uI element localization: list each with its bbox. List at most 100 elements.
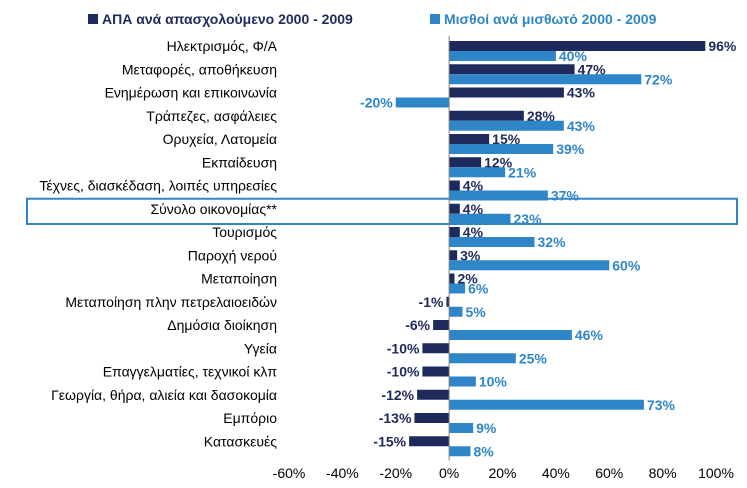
bar-apa — [446, 296, 450, 307]
bar-wages — [449, 283, 466, 294]
category-row: Παροχή νερού 3% 60% — [188, 247, 641, 273]
category-row: Τέχνες, διασκέδαση, λοιπές υπηρεσίες 4% 37… — [39, 178, 579, 204]
value-label-apa: -15% — [373, 433, 406, 449]
bar-wages — [449, 330, 572, 340]
category-row: Ενημέρωση και επικοινωνία 43% -20% — [105, 85, 596, 111]
value-label-apa: 47% — [578, 61, 607, 77]
category-row: Ηλεκτρισμός, Φ/Α 96% 40% — [167, 38, 737, 64]
bar-apa — [414, 413, 450, 423]
bar-apa — [449, 250, 458, 261]
x-tick-label: -40% — [326, 465, 359, 481]
value-label-wages: 21% — [508, 164, 537, 180]
category-row: Εκπαίδευση 12%21% — [202, 154, 537, 180]
x-tick-label: 40% — [542, 465, 570, 481]
value-label-apa: 96% — [708, 38, 737, 54]
value-label-wages: 32% — [538, 234, 567, 250]
category-row: Μεταποίηση πλην πετρελαιοειδών -1% 5% — [65, 294, 486, 320]
legend: ΑΠΑ ανά απασχολούμενο 2000 - 2009 Μισθοί… — [88, 11, 657, 27]
highlight-box — [26, 197, 738, 225]
category-row: Σύνολο οικονομίας** 4% 23% — [150, 201, 542, 227]
bar-wages — [449, 260, 610, 271]
x-tick-label: 100% — [698, 465, 734, 481]
bar-apa — [409, 436, 450, 447]
bar-apa — [449, 273, 455, 284]
bar-apa — [449, 203, 460, 214]
category-row: Τράπεζες, ασφάλειες 28% 43% — [146, 108, 595, 134]
legend-entry-wages: Μισθοί ανά μισθωτό 2000 - 2009 — [444, 11, 657, 27]
x-tick-label: 20% — [488, 465, 516, 481]
bar-wages — [449, 353, 516, 364]
value-label-apa: -6% — [405, 317, 430, 333]
category-row: Γεωργία, θήρα, αλιεία και δασοκομία -12% 7… — [51, 387, 675, 413]
category-row: Υγεία -10% 25% — [244, 340, 548, 366]
category-row: Μεταποίηση 2%6% — [201, 271, 489, 297]
bar-apa — [422, 366, 450, 377]
category-label: Γεωργία, θήρα, αλιεία και δασοκομία — [51, 387, 277, 403]
value-label-apa: 43% — [567, 85, 596, 101]
bar-apa — [449, 180, 460, 191]
bar-apa — [433, 320, 450, 330]
value-label-apa: -10% — [387, 340, 420, 356]
legend-swatch-wages — [430, 14, 440, 24]
value-label-wages: 39% — [556, 141, 585, 157]
category-label: Επαγγελματίες, τεχνικοί κλπ — [103, 364, 278, 380]
bar-wages — [449, 446, 471, 457]
category-row: Τουρισμός 4% 32% — [212, 224, 566, 250]
category-row: Ορυχεία, Λατομεία 15% 39% — [163, 131, 585, 157]
bar-wages — [449, 74, 642, 85]
legend-swatch-apa — [88, 14, 98, 24]
category-row: Κατασκευές -15% 8% — [204, 433, 494, 459]
x-tick-label: 60% — [595, 465, 623, 481]
bar-wages — [449, 144, 554, 154]
bar-wages — [449, 167, 506, 178]
value-label-apa: 12% — [484, 154, 513, 170]
bar-apa — [449, 227, 460, 237]
category-label: Εκπαίδευση — [202, 154, 277, 170]
value-label-wages: 40% — [559, 48, 588, 64]
value-label-apa: -10% — [387, 364, 420, 380]
bar-apa — [449, 134, 490, 144]
value-label-apa: -1% — [419, 294, 444, 310]
category-label: Κατασκευές — [204, 433, 277, 449]
bar-apa — [449, 87, 564, 98]
value-label-wages: 10% — [479, 374, 508, 390]
value-label-wages: 25% — [519, 350, 548, 366]
legend-entry-apa: ΑΠΑ ανά απασχολούμενο 2000 - 2009 — [102, 11, 353, 27]
category-label: Μεταφορές, αποθήκευση — [122, 61, 277, 77]
bar-wages — [449, 237, 535, 247]
bar-wages — [449, 51, 556, 61]
category-row: Μεταφορές, αποθήκευση 47% 72% — [122, 61, 673, 87]
bar-wages — [449, 213, 511, 224]
value-label-wages: 72% — [644, 71, 673, 87]
bar-wages — [449, 423, 474, 433]
bar-apa — [449, 157, 482, 168]
value-label-apa: -12% — [381, 387, 414, 403]
bar-apa — [422, 343, 450, 354]
category-row: Εμπόριο -13% 9% — [223, 410, 497, 436]
category-label: Τράπεζες, ασφάλειες — [146, 108, 277, 124]
value-label-apa: 15% — [492, 131, 521, 147]
value-label-wages: 9% — [476, 420, 497, 436]
category-label: Παροχή νερού — [188, 247, 277, 263]
category-label: Εμπόριο — [223, 410, 277, 426]
category-label: Τουρισμός — [212, 224, 277, 240]
value-label-wages: 60% — [612, 257, 641, 273]
bar-wages — [449, 190, 548, 201]
x-tick-label: 0% — [439, 465, 459, 481]
x-tick-label: -60% — [273, 465, 306, 481]
plot-area: Ηλεκτρισμός, Φ/Α 96%40%Μεταφορές, αποθήκε… — [26, 36, 738, 481]
bar-apa — [449, 64, 575, 75]
value-label-wages: 46% — [575, 327, 604, 343]
category-label: Μεταποίηση πλην πετρελαιοειδών — [65, 294, 277, 310]
category-row: Επαγγελματίες, τεχνικοί κλπ -10% 10% — [103, 364, 508, 390]
value-label-apa: 3% — [460, 247, 481, 263]
category-label: Δημόσια διοίκηση — [167, 317, 277, 333]
value-label-wages: 6% — [468, 281, 489, 297]
x-tick-label: -20% — [379, 465, 412, 481]
bar-wages — [449, 120, 564, 131]
value-label-wages: 23% — [514, 211, 543, 227]
category-label: Ηλεκτρισμός, Φ/Α — [167, 38, 278, 54]
category-row: Δημόσια διοίκηση -6% 46% — [167, 317, 603, 343]
x-tick-label: 80% — [649, 465, 677, 481]
